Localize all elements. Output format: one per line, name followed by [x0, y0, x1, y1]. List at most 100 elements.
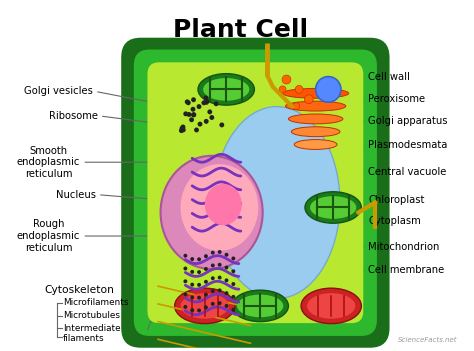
- Text: Golgi vesicles: Golgi vesicles: [24, 86, 93, 97]
- Ellipse shape: [197, 104, 201, 109]
- Ellipse shape: [190, 283, 194, 287]
- Ellipse shape: [211, 264, 215, 267]
- Ellipse shape: [231, 307, 235, 312]
- Ellipse shape: [204, 99, 209, 104]
- Text: Plant Cell: Plant Cell: [173, 18, 309, 41]
- Ellipse shape: [203, 95, 208, 100]
- Ellipse shape: [190, 270, 194, 274]
- Ellipse shape: [285, 101, 346, 111]
- Ellipse shape: [293, 103, 300, 110]
- Text: Microfilaments: Microfilaments: [63, 298, 128, 307]
- Ellipse shape: [190, 308, 194, 312]
- Ellipse shape: [218, 263, 221, 267]
- Text: Nucleus: Nucleus: [56, 190, 96, 200]
- Ellipse shape: [231, 269, 235, 273]
- Ellipse shape: [197, 257, 201, 261]
- Ellipse shape: [197, 309, 201, 312]
- Ellipse shape: [218, 276, 221, 279]
- Ellipse shape: [191, 112, 196, 117]
- Ellipse shape: [191, 112, 196, 117]
- Ellipse shape: [310, 196, 356, 219]
- Ellipse shape: [197, 283, 201, 287]
- Ellipse shape: [214, 101, 219, 106]
- Ellipse shape: [185, 99, 190, 104]
- Ellipse shape: [183, 111, 188, 116]
- Ellipse shape: [232, 290, 289, 322]
- Ellipse shape: [187, 112, 191, 117]
- Ellipse shape: [191, 107, 195, 112]
- Ellipse shape: [181, 164, 258, 251]
- Ellipse shape: [181, 125, 185, 130]
- Ellipse shape: [161, 156, 263, 269]
- Ellipse shape: [307, 293, 356, 319]
- Ellipse shape: [231, 295, 235, 299]
- Ellipse shape: [305, 192, 361, 223]
- Ellipse shape: [204, 100, 209, 105]
- Ellipse shape: [183, 292, 187, 296]
- Text: Chloroplast: Chloroplast: [368, 194, 425, 205]
- Ellipse shape: [204, 119, 209, 124]
- Ellipse shape: [211, 251, 215, 254]
- Text: Central vacuole: Central vacuole: [368, 167, 447, 177]
- Text: Peroxisome: Peroxisome: [368, 94, 425, 104]
- Ellipse shape: [295, 85, 303, 93]
- Ellipse shape: [304, 95, 313, 104]
- Ellipse shape: [282, 75, 291, 84]
- Ellipse shape: [198, 74, 255, 105]
- Ellipse shape: [225, 278, 228, 282]
- FancyBboxPatch shape: [121, 38, 390, 348]
- Ellipse shape: [207, 110, 212, 114]
- Ellipse shape: [218, 289, 221, 292]
- Ellipse shape: [289, 114, 343, 124]
- Ellipse shape: [183, 305, 187, 309]
- Ellipse shape: [211, 289, 215, 293]
- Ellipse shape: [181, 293, 229, 319]
- Ellipse shape: [198, 122, 202, 127]
- Text: Cytoskeleton: Cytoskeleton: [45, 285, 114, 295]
- Text: Ribosome: Ribosome: [49, 111, 98, 121]
- Text: filaments: filaments: [63, 334, 104, 343]
- Ellipse shape: [292, 127, 340, 137]
- Text: Microtubules: Microtubules: [63, 311, 120, 320]
- Ellipse shape: [201, 100, 206, 105]
- Text: Plasmodesmata: Plasmodesmata: [368, 140, 447, 151]
- Ellipse shape: [197, 270, 201, 274]
- Ellipse shape: [175, 288, 235, 324]
- Ellipse shape: [197, 296, 201, 300]
- Ellipse shape: [204, 305, 208, 309]
- Text: ScienceFacts.net: ScienceFacts.net: [398, 337, 457, 343]
- Ellipse shape: [210, 115, 214, 120]
- Ellipse shape: [204, 267, 208, 271]
- Ellipse shape: [231, 257, 235, 260]
- Ellipse shape: [237, 294, 283, 317]
- Ellipse shape: [183, 254, 187, 258]
- Ellipse shape: [203, 78, 249, 101]
- FancyBboxPatch shape: [147, 62, 363, 323]
- Ellipse shape: [179, 128, 184, 133]
- Ellipse shape: [211, 276, 215, 280]
- Text: Cell wall: Cell wall: [368, 72, 410, 81]
- Ellipse shape: [189, 117, 194, 122]
- Ellipse shape: [180, 126, 184, 131]
- Ellipse shape: [316, 77, 341, 102]
- Ellipse shape: [214, 107, 340, 298]
- Ellipse shape: [225, 304, 228, 308]
- Ellipse shape: [218, 250, 221, 254]
- Ellipse shape: [294, 140, 337, 150]
- Ellipse shape: [190, 257, 194, 261]
- Text: Intermediate: Intermediate: [63, 324, 120, 333]
- Text: Golgi apparatus: Golgi apparatus: [368, 116, 447, 126]
- Ellipse shape: [211, 302, 215, 306]
- Ellipse shape: [204, 280, 208, 284]
- Ellipse shape: [204, 293, 208, 297]
- Ellipse shape: [186, 100, 191, 105]
- FancyBboxPatch shape: [134, 49, 377, 336]
- Ellipse shape: [191, 97, 196, 102]
- Ellipse shape: [225, 266, 228, 270]
- Ellipse shape: [301, 288, 361, 324]
- Text: Mitochondrion: Mitochondrion: [368, 242, 439, 252]
- Ellipse shape: [225, 253, 228, 257]
- Ellipse shape: [205, 184, 242, 225]
- Text: Cytoplasm: Cytoplasm: [368, 216, 421, 226]
- Ellipse shape: [279, 86, 286, 93]
